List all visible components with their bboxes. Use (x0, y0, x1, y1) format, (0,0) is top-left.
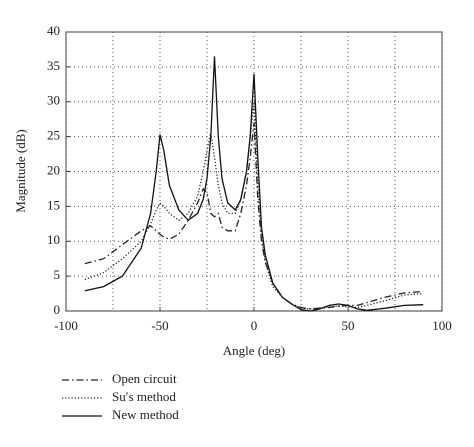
y-tick-label: 5 (54, 267, 61, 282)
x-tick-label: -100 (54, 318, 78, 333)
y-axis-label: Magnitude (dB) (13, 129, 28, 212)
y-tick-label: 40 (47, 23, 60, 38)
legend-label: Open circuit (112, 371, 177, 386)
y-tick-label: 20 (47, 162, 60, 177)
x-tick-label: 50 (342, 318, 355, 333)
x-tick-label: -50 (151, 318, 168, 333)
x-axis-label: Angle (deg) (223, 343, 285, 358)
x-tick-label: 100 (432, 318, 452, 333)
x-tick-label: 0 (251, 318, 258, 333)
y-tick-label: 30 (47, 93, 60, 108)
y-tick-label: 10 (47, 232, 60, 247)
legend-label: Su′s method (112, 389, 176, 404)
legend-label: New method (112, 407, 179, 422)
y-tick-label: 25 (47, 128, 60, 143)
y-tick-label: 35 (47, 58, 60, 73)
series-line (84, 101, 424, 310)
series-line (84, 56, 424, 312)
y-tick-label: 15 (47, 197, 60, 212)
y-tick-label: 0 (54, 302, 61, 317)
series-line (84, 122, 424, 310)
